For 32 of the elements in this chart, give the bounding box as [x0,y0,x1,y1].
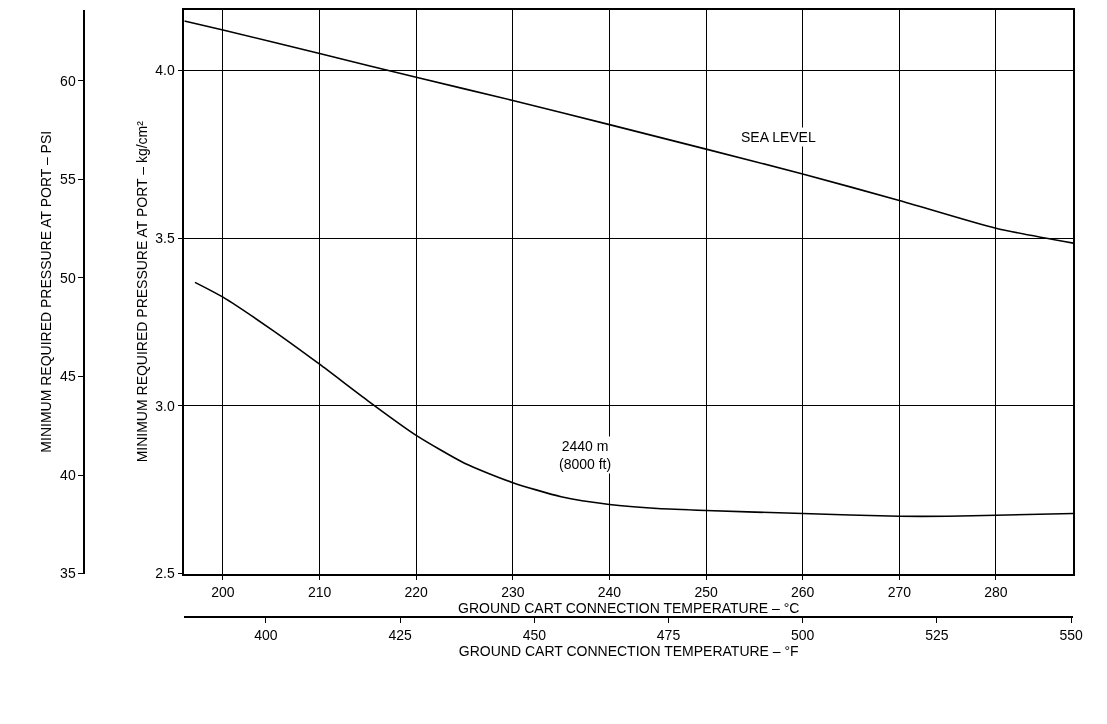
x-tick-label: 230 [501,584,525,601]
x2-tick-label: 425 [388,626,412,643]
x-axis-title: GROUND CART CONNECTION TEMPERATURE – °C [458,600,800,617]
y2-axis-title: MINIMUM REQUIRED PRESSURE AT PORT – PSI [38,130,55,453]
y-axis-title: MINIMUM REQUIRED PRESSURE AT PORT – kg/cm² [134,120,151,463]
x2-axis-title: GROUND CART CONNECTION TEMPERATURE – °F [458,642,799,659]
x-tick-label: 240 [597,584,622,601]
annotation: 2440 m (8000 ft) [559,438,612,473]
y2-tick-label: 60 [60,72,76,89]
y2-tick-label: 55 [60,171,76,188]
y-tick-label: 2.5 [155,565,175,582]
x-tick-label: 250 [694,584,718,601]
y2-tick-label: 40 [60,466,76,483]
x2-tick-label: 550 [1059,626,1083,643]
y-tick-label: 3.5 [155,229,175,246]
x2-tick-label: 450 [522,626,547,643]
x-tick-label: 200 [211,584,235,601]
x2-tick-label: 400 [254,626,278,643]
y2-tick-label: 50 [60,269,76,286]
x-tick-label: 280 [984,584,1008,601]
y2-tick-label: 35 [60,565,76,582]
annotation: SEA LEVEL [741,129,816,145]
x-tick-label: 270 [887,584,912,601]
x-tick-label: 260 [791,584,815,601]
x-tick-label: 220 [404,584,429,601]
y-tick-label: 4.0 [155,62,175,79]
x2-tick-label: 525 [925,626,949,643]
x2-tick-label: 500 [791,626,815,643]
x-tick-label: 210 [307,584,332,601]
x2-tick-label: 475 [656,626,681,643]
y2-tick-label: 45 [60,368,76,385]
y-tick-label: 3.0 [155,397,175,414]
